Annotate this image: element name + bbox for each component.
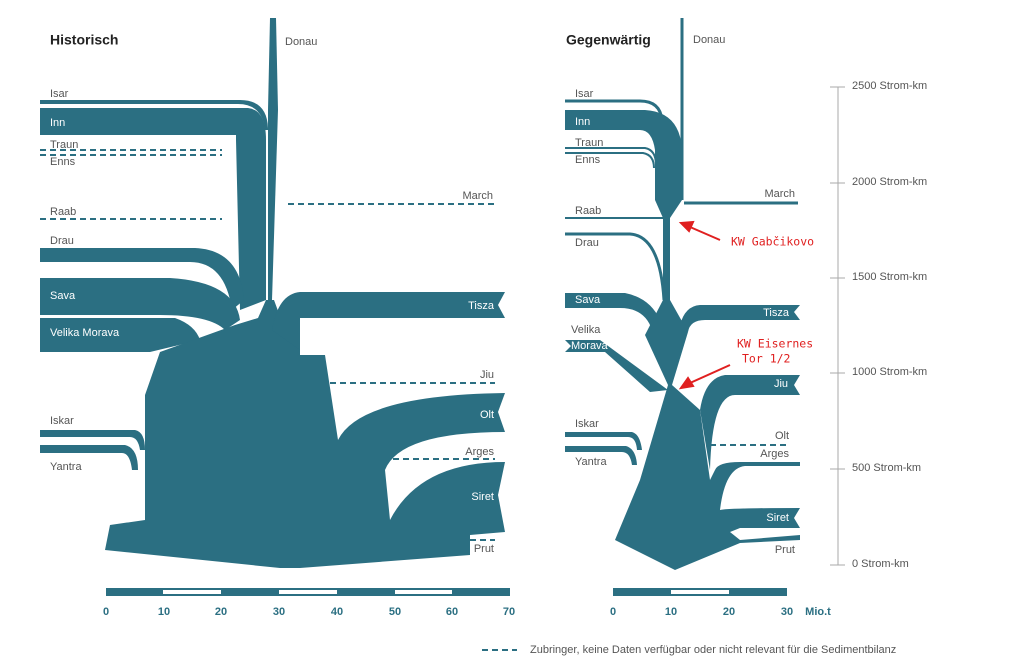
river-label: Siret [471,491,494,503]
river-label: Tisza [468,300,495,312]
historic-flows [40,18,510,596]
river-label: Donau [693,34,725,46]
river-label: Drau [575,237,599,249]
scale-tick: 0 [610,606,616,618]
river-label: Enns [50,156,76,168]
river-label: Traun [575,137,603,149]
river-label: Arges [760,448,789,460]
scale-unit: Mio.t [805,606,831,618]
river-label: Jiu [774,378,788,390]
annotation-arrows [678,220,731,390]
scale-tick: 70 [503,606,515,618]
river-label: Jiu [480,369,494,381]
river-label: Prut [775,544,795,556]
km-axis [830,86,845,566]
river-label: Isar [50,88,69,100]
river-label: Inn [50,117,65,129]
km-label: 2000 Strom-km [852,176,927,188]
scale-tick: 10 [158,606,170,618]
km-label: 500 Strom-km [852,462,921,474]
km-label: 0 Strom-km [852,558,909,570]
river-label: Traun [50,139,78,151]
annotation: Tor 1/2 [742,352,790,366]
legend-text: Zubringer, keine Daten verfügbar oder ni… [530,644,896,656]
river-label: Prut [474,543,494,555]
scale-tick: 20 [723,606,735,618]
river-label: Raab [50,206,76,218]
river-label: Drau [50,235,74,247]
scale-tick: 60 [446,606,458,618]
river-label: Donau [285,36,317,48]
scale-tick: 0 [103,606,109,618]
river-label: Sava [575,294,601,306]
panel-title: Gegenwärtig [566,32,651,48]
river-label: Olt [775,430,789,442]
river-label: Iskar [575,418,599,430]
scale-tick: 30 [781,606,793,618]
river-label: Arges [465,446,494,458]
river-label: Raab [575,205,601,217]
km-label: 2500 Strom-km [852,80,927,92]
scale-tick: 20 [215,606,227,618]
river-label: Enns [575,154,601,166]
river-label: Yantra [575,456,607,468]
scale-tick: 30 [273,606,285,618]
river-label: Sava [50,290,76,302]
scale-tick: 10 [665,606,677,618]
km-label: 1000 Strom-km [852,366,927,378]
current-flows [565,18,800,596]
river-label: Yantra [50,461,82,473]
river-label: Velika [571,324,601,336]
river-label: Tisza [763,307,790,319]
scale-tick: 40 [331,606,343,618]
km-label: 1500 Strom-km [852,271,927,283]
river-label: Morava [571,340,609,352]
river-label: Inn [575,116,590,128]
river-label: March [764,188,795,200]
panel-title: Historisch [50,32,118,48]
river-label: March [462,190,493,202]
annotation: KW Gabčikovo [731,235,814,249]
river-label: Siret [766,512,789,524]
scale-tick: 50 [389,606,401,618]
river-label: Iskar [50,415,74,427]
river-label: Olt [480,409,494,421]
river-label: Velika Morava [50,327,120,339]
annotation: KW Eisernes [737,337,813,351]
river-label: Isar [575,88,594,100]
